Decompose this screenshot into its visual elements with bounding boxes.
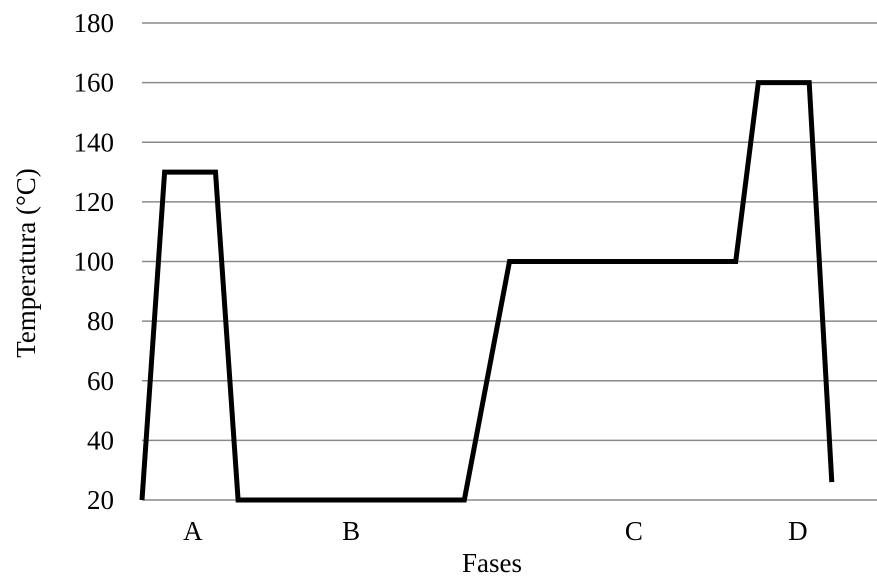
y-tick-label-160: 160 (74, 68, 115, 98)
x-axis-title: Fases (462, 548, 522, 578)
y-tick-label-20: 20 (87, 485, 114, 515)
phase-label-a: A (183, 516, 203, 546)
phase-label-d: D (788, 516, 808, 546)
series-layer (139, 80, 835, 503)
x-axis-phase-labels: A B C D (183, 516, 807, 546)
y-tick-label-60: 60 (87, 366, 114, 396)
y-tick-label-80: 80 (87, 306, 114, 336)
y-tick-label-40: 40 (87, 425, 114, 455)
y-tick-label-180: 180 (74, 8, 115, 38)
y-axis-ticks: 20 40 60 80 100 120 140 160 180 (74, 8, 115, 515)
y-axis-title: Temperatura (°C) (11, 168, 41, 358)
temperature-series-line (139, 80, 835, 503)
phase-label-b: B (342, 516, 360, 546)
phase-label-c: C (625, 516, 643, 546)
y-tick-label-140: 140 (74, 127, 115, 157)
y-tick-label-120: 120 (74, 187, 115, 217)
y-tick-label-100: 100 (74, 247, 115, 277)
